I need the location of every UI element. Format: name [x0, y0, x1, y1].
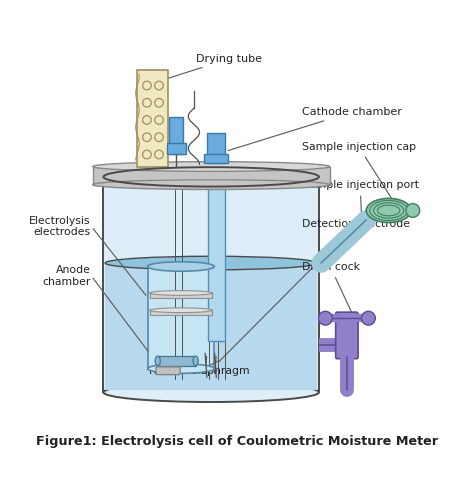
FancyBboxPatch shape — [207, 133, 225, 163]
FancyBboxPatch shape — [336, 312, 358, 359]
FancyBboxPatch shape — [167, 143, 186, 154]
Bar — [105, 261, 317, 390]
Ellipse shape — [92, 162, 329, 171]
Ellipse shape — [105, 256, 317, 270]
Text: Electrolysis
electrodes: Electrolysis electrodes — [29, 215, 91, 237]
Text: Anode
chamber: Anode chamber — [42, 265, 91, 287]
Circle shape — [406, 203, 419, 217]
Ellipse shape — [150, 291, 212, 296]
Ellipse shape — [155, 356, 160, 366]
Bar — [92, 167, 329, 185]
Text: Figure1: Electrolysis cell of Coulometric Moisture Meter: Figure1: Electrolysis cell of Coulometri… — [36, 435, 438, 448]
Text: Sample injection cap: Sample injection cap — [301, 142, 416, 202]
Text: Cathode chamber: Cathode chamber — [228, 107, 401, 151]
FancyBboxPatch shape — [137, 70, 168, 167]
Text: Drying tube: Drying tube — [158, 54, 262, 82]
Text: Sample injection port: Sample injection port — [301, 181, 419, 222]
Ellipse shape — [147, 364, 214, 373]
FancyBboxPatch shape — [150, 310, 212, 315]
FancyBboxPatch shape — [150, 293, 212, 298]
Text: Diaphragm: Diaphragm — [190, 367, 250, 376]
Ellipse shape — [103, 383, 319, 402]
Bar — [103, 177, 319, 392]
FancyBboxPatch shape — [156, 367, 180, 375]
Circle shape — [362, 312, 375, 325]
Ellipse shape — [92, 180, 329, 189]
Ellipse shape — [150, 308, 212, 313]
FancyBboxPatch shape — [208, 185, 225, 341]
FancyBboxPatch shape — [204, 154, 228, 163]
FancyBboxPatch shape — [147, 267, 214, 369]
Text: Rotor: Rotor — [149, 367, 178, 376]
FancyBboxPatch shape — [169, 117, 183, 154]
Ellipse shape — [147, 262, 214, 271]
FancyBboxPatch shape — [158, 356, 196, 366]
Ellipse shape — [193, 356, 198, 366]
Ellipse shape — [366, 199, 411, 223]
Circle shape — [319, 312, 332, 325]
Text: Drain cock: Drain cock — [301, 262, 360, 320]
Text: Detection electrode: Detection electrode — [219, 219, 410, 362]
